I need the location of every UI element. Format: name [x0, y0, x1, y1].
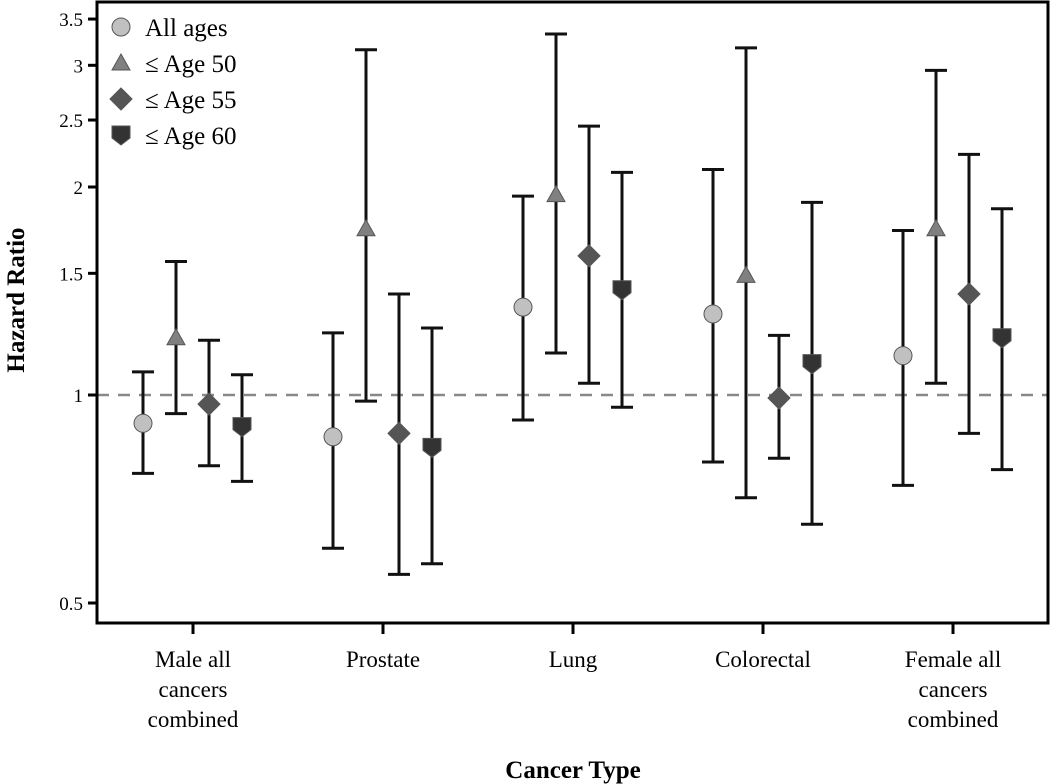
- y-tick-label: 2.5: [59, 111, 83, 132]
- data-point-pentagon-down: [232, 417, 252, 438]
- y-tick-label: 1: [74, 386, 84, 407]
- legend-item: ≤ Age 60: [111, 123, 237, 150]
- y-axis-title: Hazard Ratio: [3, 227, 30, 372]
- data-point-circle: [323, 427, 343, 447]
- data-point-diamond: [197, 392, 221, 416]
- data-point-triangle: [926, 218, 946, 237]
- data-point-circle: [513, 297, 533, 317]
- data-point-triangle: [546, 184, 566, 203]
- x-tick-label-line: Colorectal: [715, 647, 811, 672]
- x-tick-label-line: Prostate: [346, 647, 420, 672]
- data-point-triangle: [736, 265, 756, 283]
- data-point-triangle: [166, 327, 186, 346]
- x-tick-label-line: cancers: [159, 677, 228, 702]
- x-tick-label-line: combined: [908, 707, 999, 732]
- data-point-circle: [703, 304, 723, 324]
- legend-marker-pentagon-down: [111, 125, 131, 146]
- legend-label: ≤ Age 60: [145, 123, 237, 150]
- y-tick-label: 2: [74, 178, 84, 199]
- x-tick-label: Female all cancers combined: [905, 647, 1001, 732]
- data-point-diamond: [387, 421, 411, 446]
- legend-marker-circle: [111, 17, 131, 37]
- y-tick-label: 3: [74, 56, 84, 77]
- legend-item: All ages: [111, 15, 228, 42]
- x-tick-label-line: Lung: [549, 647, 598, 672]
- data-point-pentagon-down: [612, 280, 632, 301]
- legend-item: ≤ Age 50: [111, 51, 237, 78]
- legend-item: ≤ Age 55: [109, 87, 237, 114]
- x-tick-label: Lung: [549, 647, 598, 672]
- legend-marker-diamond: [109, 87, 133, 111]
- x-tick-label-line: Male all: [155, 647, 231, 672]
- x-tick-label-line: combined: [148, 707, 239, 732]
- x-tick-label: Prostate: [346, 647, 420, 672]
- data-point-pentagon-down: [422, 437, 442, 458]
- data-point-pentagon-down: [992, 328, 1012, 349]
- plot-frame: [95, 0, 1050, 625]
- data-point-circle: [893, 346, 913, 366]
- data-point-pentagon-down: [802, 354, 822, 375]
- data-point-diamond: [957, 282, 981, 306]
- data-point-diamond: [767, 386, 791, 410]
- x-tick-label-line: Female all: [905, 647, 1001, 672]
- x-tick-label-line: cancers: [919, 677, 988, 702]
- y-tick-label: 0.5: [59, 594, 83, 615]
- y-tick-label: 1.5: [59, 264, 83, 285]
- data-point-triangle: [356, 218, 376, 237]
- legend-label: ≤ Age 50: [145, 51, 237, 78]
- data-point-circle: [133, 413, 153, 433]
- legend-label: ≤ Age 55: [145, 87, 237, 114]
- x-tick-label: Male all cancers combined: [148, 647, 239, 732]
- legend-label: All ages: [145, 15, 228, 42]
- legend-marker-triangle: [111, 52, 131, 71]
- data-point-diamond: [577, 244, 601, 268]
- y-tick-label: 3.5: [59, 10, 83, 31]
- x-tick-label: Colorectal: [715, 647, 811, 672]
- x-axis-title: Cancer Type: [505, 757, 640, 784]
